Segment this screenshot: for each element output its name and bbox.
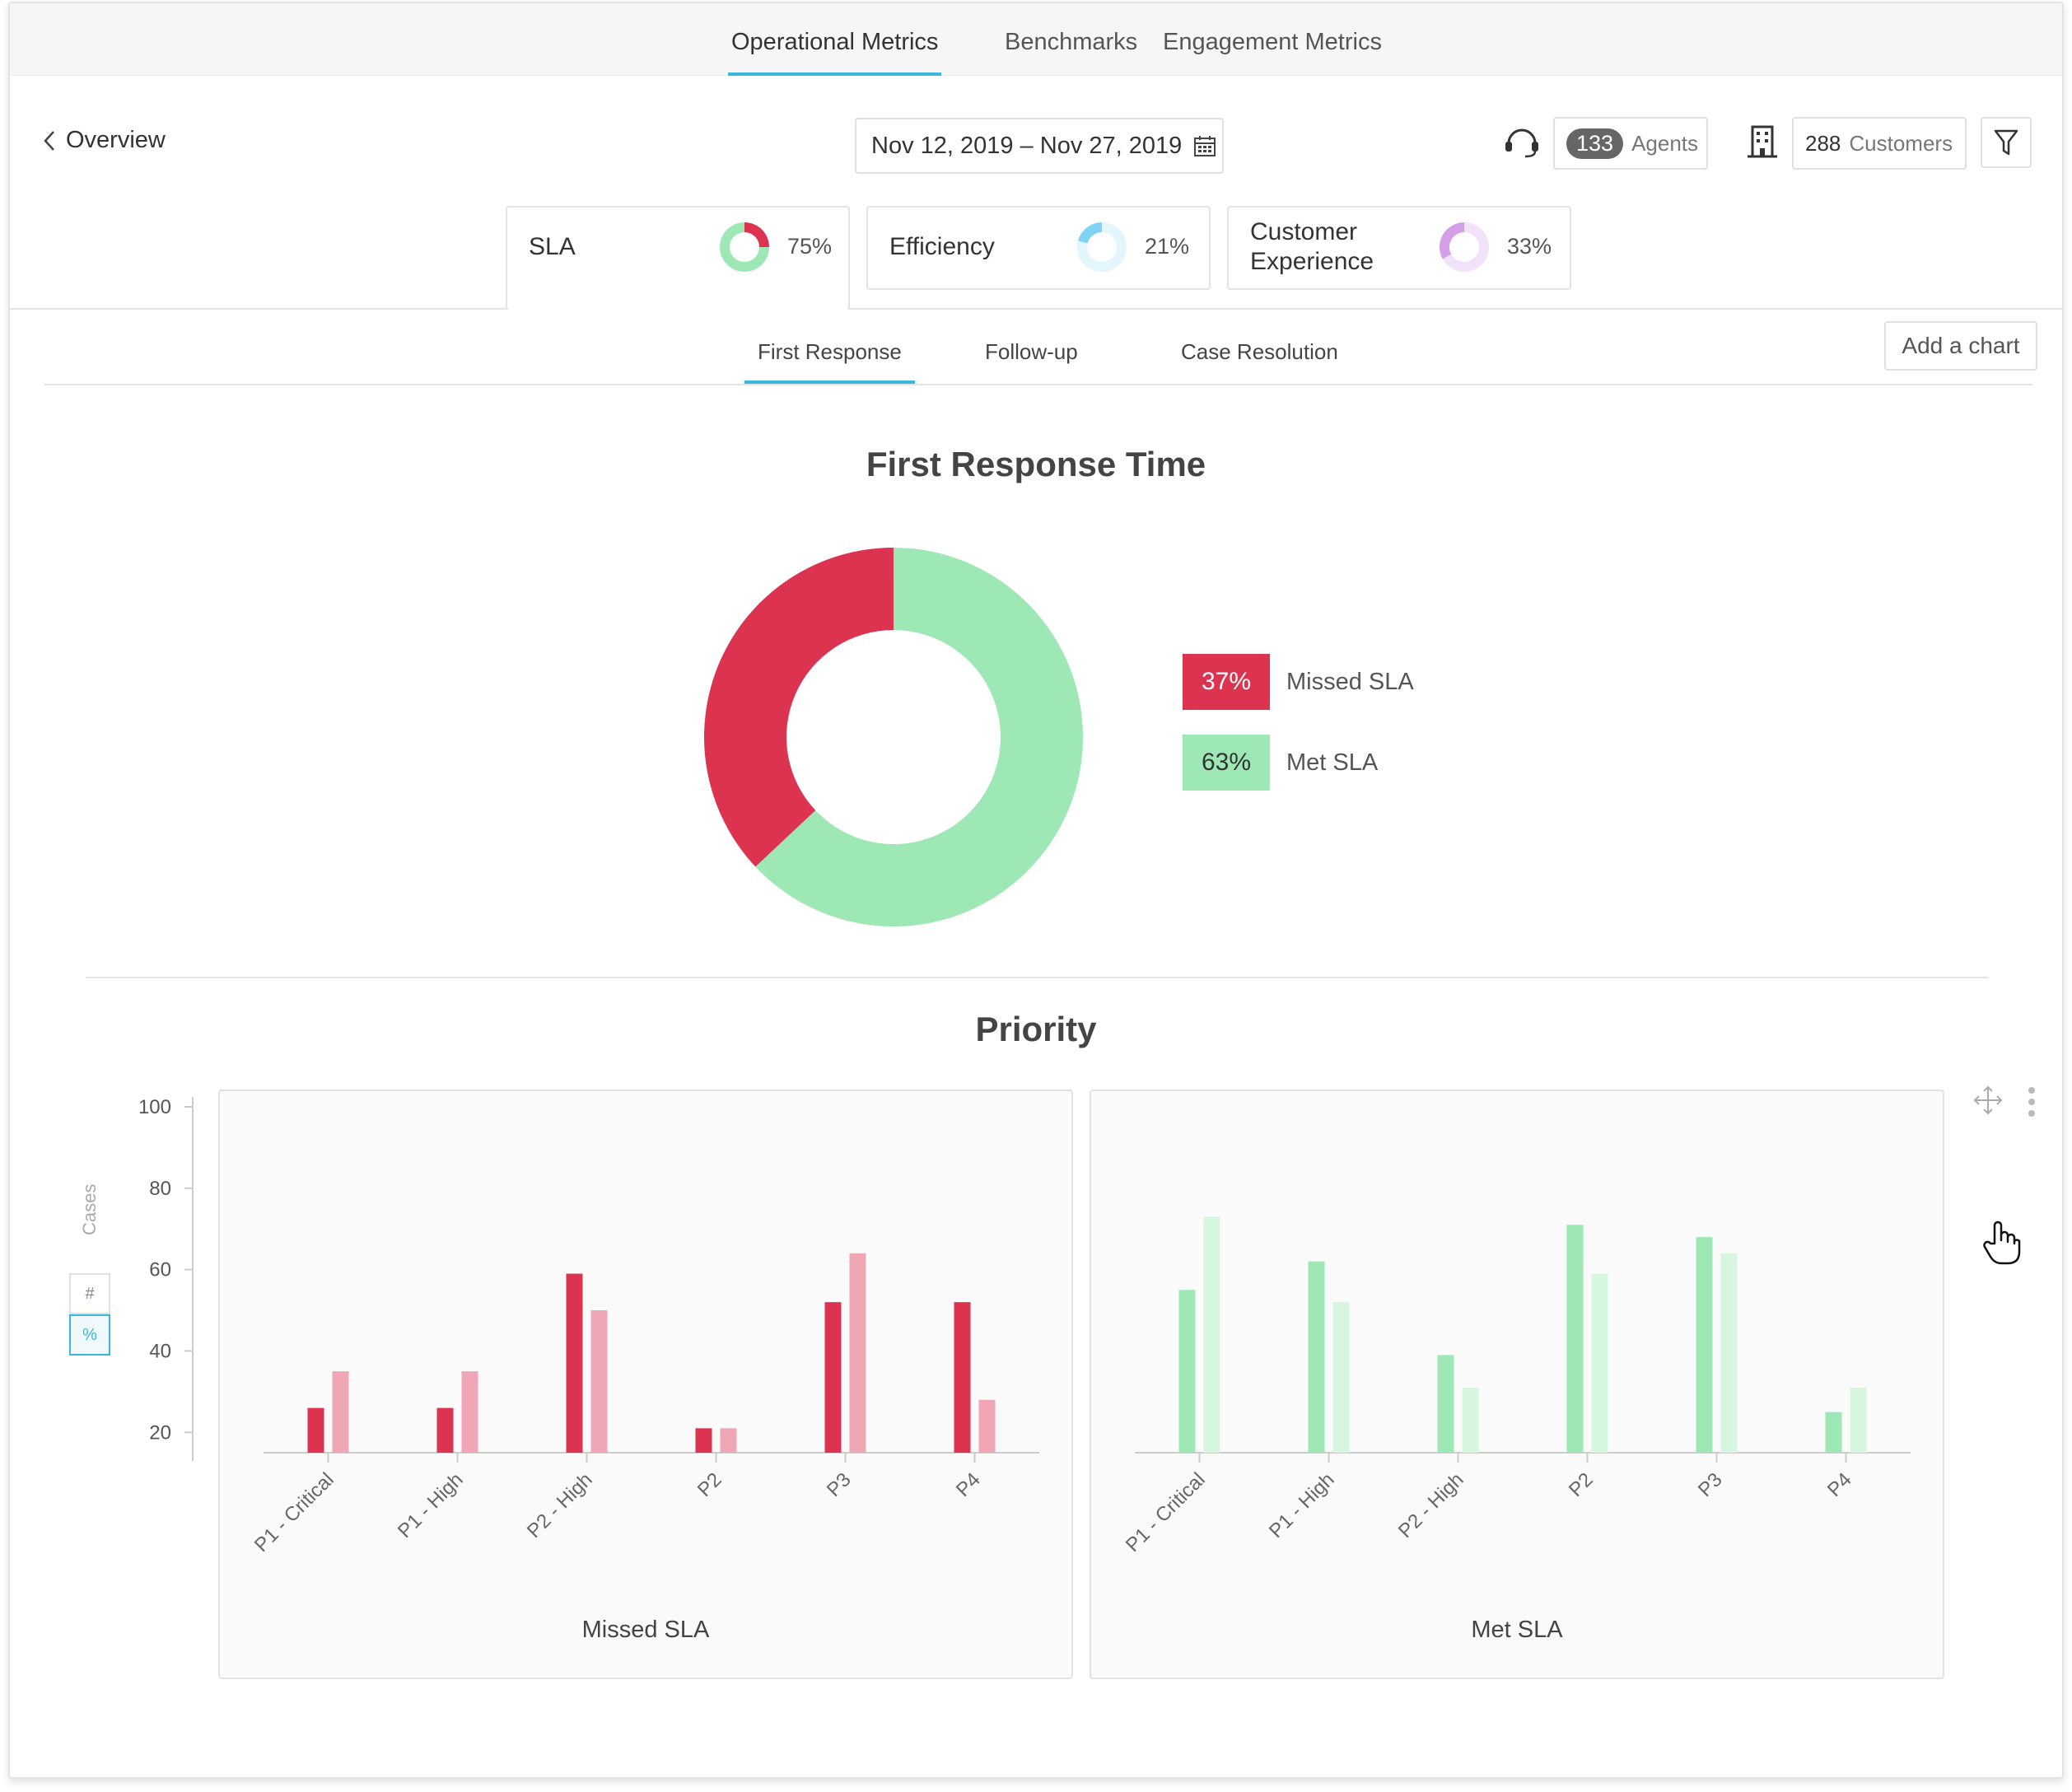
app-window: Operational Metrics Benchmarks Engagemen… <box>8 2 2064 1779</box>
subtab-baseline <box>44 384 2032 385</box>
bar <box>824 1302 842 1453</box>
kpi-card-sla[interactable]: SLA 75% <box>506 206 850 310</box>
customers-count: 288 <box>1805 130 1841 156</box>
bar <box>1696 1237 1713 1453</box>
y-tick-label: 40 <box>149 1340 171 1362</box>
count-toggle-button[interactable]: # <box>69 1273 110 1314</box>
y-tick-label: 60 <box>149 1259 171 1281</box>
bar <box>332 1371 349 1453</box>
bar <box>1591 1273 1608 1453</box>
section-divider <box>86 977 1988 978</box>
bar <box>461 1371 478 1453</box>
y-tick-label: 20 <box>149 1421 171 1444</box>
move-icon[interactable] <box>1972 1084 2004 1117</box>
kpi-donut-customer-experience <box>1440 222 1489 272</box>
bar <box>436 1407 454 1453</box>
customers-label: Customers <box>1849 130 1953 156</box>
legend-item-met-sla: 63% Met SLA <box>1183 735 1378 791</box>
bar <box>720 1428 737 1453</box>
kpi-donut-efficiency <box>1077 222 1127 272</box>
kpi-donut-segment <box>720 222 769 272</box>
legend-swatch-met: 63% <box>1183 735 1270 791</box>
bar <box>1203 1216 1220 1453</box>
add-chart-button[interactable]: Add a chart <box>1884 321 2037 371</box>
headset-icon <box>1505 128 1538 158</box>
bar <box>954 1302 971 1453</box>
bar <box>1720 1253 1738 1453</box>
customers-filter[interactable]: 288 Customers <box>1792 117 1967 170</box>
kpi-percent: 75% <box>787 234 833 259</box>
legend-label-met: Met SLA <box>1286 749 1379 776</box>
back-link[interactable]: Overview <box>43 127 166 154</box>
subtab-first-response[interactable]: First Response <box>744 339 915 384</box>
bar <box>1437 1355 1454 1453</box>
legend-swatch-missed: 37% <box>1183 654 1270 710</box>
kpi-donut-segment <box>1077 222 1102 244</box>
kpi-donut-segment <box>1442 222 1489 272</box>
bar <box>1825 1412 1842 1453</box>
bar <box>307 1407 324 1453</box>
kpi-label: Efficiency <box>889 233 995 260</box>
y-tick-label: 100 <box>138 1096 171 1118</box>
bar <box>978 1399 996 1453</box>
donut-slice-missed-sla <box>704 548 894 867</box>
calendar-icon <box>1194 136 1216 156</box>
tab-benchmarks[interactable]: Benchmarks <box>1005 29 1138 55</box>
bar <box>1566 1225 1584 1453</box>
chevron-left-icon <box>44 130 54 151</box>
count-percent-toggle: # % <box>69 1273 110 1359</box>
y-tick-label: 80 <box>149 1178 171 1200</box>
first-response-chart-title: First Response Time <box>866 445 1206 483</box>
kpi-donut-segment <box>744 222 769 247</box>
kpi-card-customer-experience[interactable]: Customer Experience 33% <box>1227 206 1571 290</box>
percent-toggle-button[interactable]: % <box>69 1314 110 1356</box>
kpi-donut-segment <box>1440 222 1464 259</box>
top-navigation: Operational Metrics Benchmarks Engagemen… <box>10 3 2062 76</box>
legend-item-missed-sla: 37% Missed SLA <box>1183 654 1414 710</box>
hand-cursor-icon <box>1983 1220 2021 1265</box>
back-link-label: Overview <box>66 127 166 153</box>
date-range-picker[interactable]: Nov 12, 2019 – Nov 27, 2019 <box>855 118 1224 174</box>
bar <box>566 1273 583 1453</box>
funnel-icon <box>1994 129 2018 156</box>
bar <box>1850 1387 1867 1453</box>
kpi-label: SLA <box>529 233 576 260</box>
tab-operational-metrics[interactable]: Operational Metrics <box>727 3 942 76</box>
bar <box>1308 1261 1325 1453</box>
kpi-percent: 21% <box>1145 234 1190 259</box>
bar <box>590 1310 608 1453</box>
kpi-donut-sla <box>720 222 769 272</box>
bar <box>695 1428 712 1453</box>
bar <box>1332 1302 1350 1453</box>
first-response-donut <box>704 548 1083 926</box>
legend-label-missed: Missed SLA <box>1286 668 1414 695</box>
kpi-percent: 33% <box>1507 234 1552 259</box>
kpi-tabs-baseline <box>10 308 2062 310</box>
agents-count: 133 <box>1566 128 1624 159</box>
kpi-card-efficiency[interactable]: Efficiency 21% <box>866 206 1211 290</box>
bar-chart-panel <box>218 1090 1073 1679</box>
building-icon <box>1748 125 1777 158</box>
filter-button[interactable] <box>1981 117 2032 168</box>
agents-filter[interactable]: 133 Agents <box>1553 117 1708 170</box>
bar <box>849 1253 866 1453</box>
bar-chart-panel <box>1090 1090 1944 1679</box>
date-range-text: Nov 12, 2019 – Nov 27, 2019 <box>871 132 1183 159</box>
priority-chart-title: Priority <box>975 1010 1097 1048</box>
kpi-label: Customer Experience <box>1250 218 1374 275</box>
more-options-icon[interactable] <box>2026 1085 2037 1118</box>
kpi-donut-segment <box>1077 222 1127 272</box>
subtab-follow-up[interactable]: Follow-up <box>985 339 1078 364</box>
panel-x-label: Met SLA <box>1471 1617 1563 1643</box>
subtab-case-resolution[interactable]: Case Resolution <box>1181 339 1338 364</box>
bar <box>1462 1387 1479 1453</box>
panel-x-label: Missed SLA <box>582 1617 710 1643</box>
agents-label: Agents <box>1631 130 1699 156</box>
tab-engagement-metrics[interactable]: Engagement Metrics <box>1163 29 1382 55</box>
donut-slice-met-sla <box>755 548 1083 926</box>
bar <box>1178 1290 1196 1453</box>
